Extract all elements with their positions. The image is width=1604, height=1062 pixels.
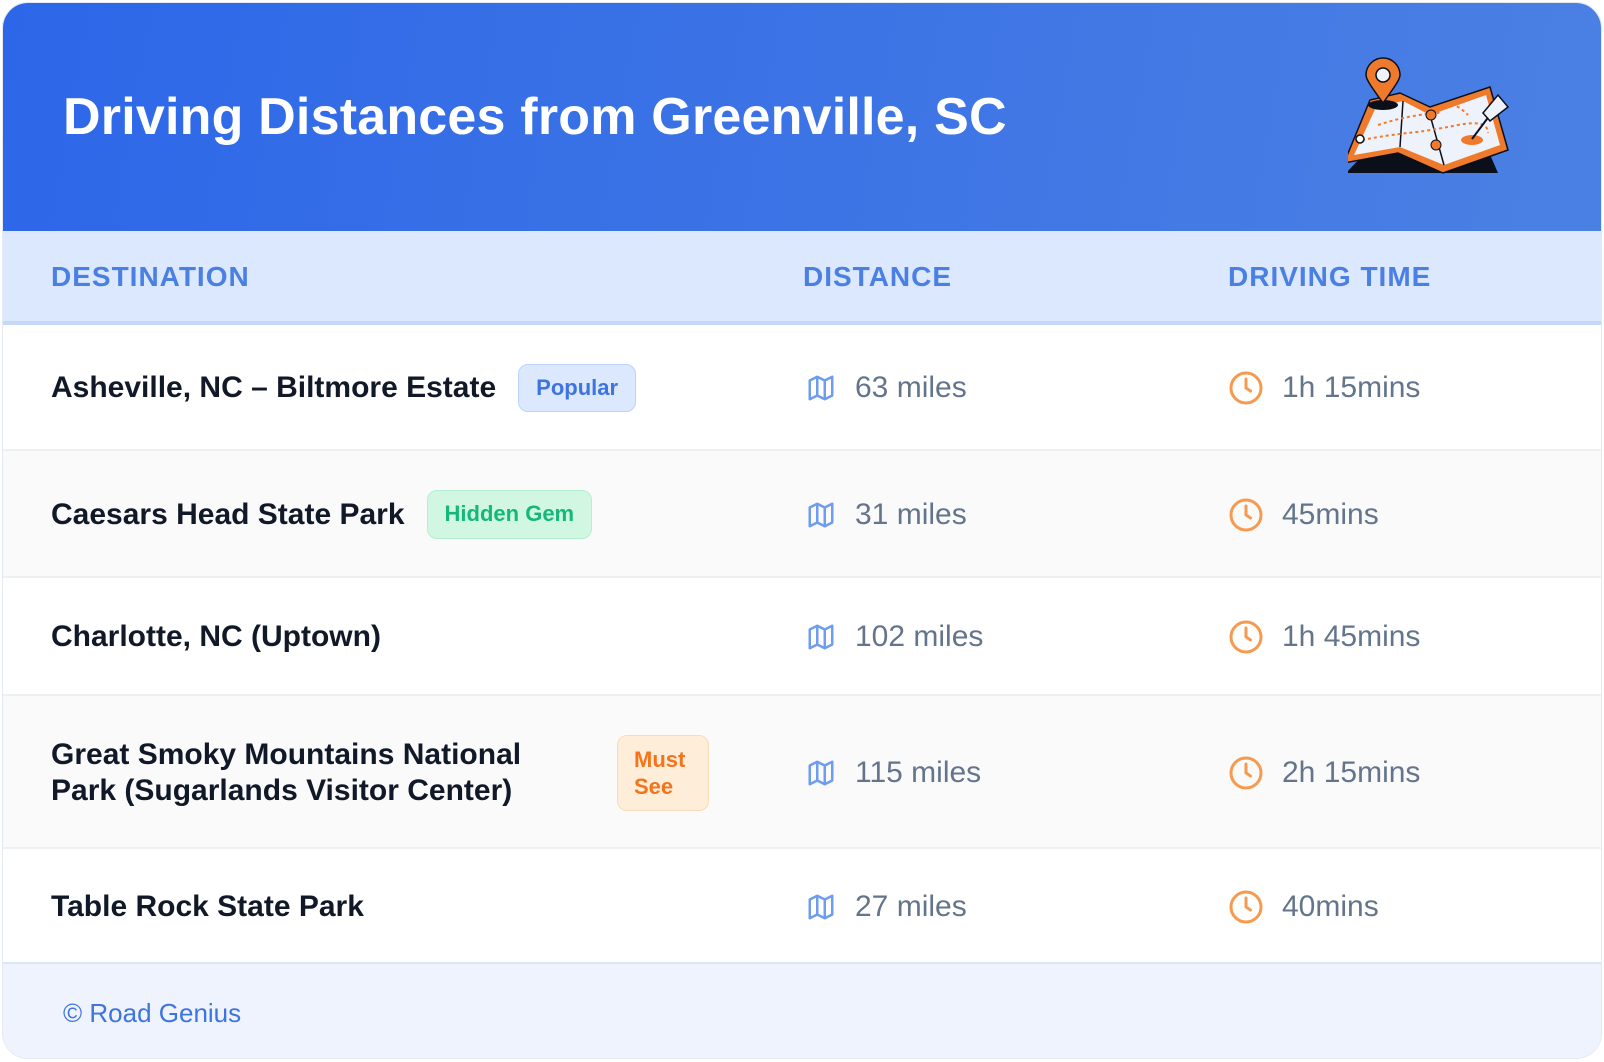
distance-cell: 27 miles: [805, 849, 967, 964]
destination-cell: Great Smoky Mountains National Park (Sug…: [51, 696, 709, 849]
table-row: Table Rock State Park 27 miles 40mins: [3, 849, 1601, 964]
map-icon: [805, 373, 855, 403]
driving-time-value: 40mins: [1282, 889, 1379, 923]
clock-icon: [1228, 755, 1282, 791]
driving-time-cell: 1h 45mins: [1228, 578, 1420, 696]
header: Driving Distances from Greenville, SC: [3, 3, 1601, 231]
driving-time-value: 1h 45mins: [1282, 620, 1421, 653]
distance-cell: 115 miles: [805, 696, 981, 849]
distance-value: 115 miles: [855, 755, 982, 789]
driving-time-cell: 40mins: [1228, 849, 1379, 964]
map-illustration-icon: [1348, 57, 1510, 174]
distance-cell: 63 miles: [805, 325, 967, 451]
footer: © Road Genius: [3, 962, 1601, 1058]
clock-icon: [1228, 619, 1282, 655]
clock-icon: [1228, 370, 1282, 406]
driving-time-cell: 45mins: [1228, 451, 1379, 578]
distance-value: 31 miles: [855, 497, 967, 531]
driving-time-value: 1h 15mins: [1282, 371, 1421, 404]
distance-value: 27 miles: [855, 889, 967, 923]
table-row: Caesars Head State Park Hidden Gem 31 mi…: [3, 451, 1601, 578]
table-header: DESTINATION DISTANCE DRIVING TIME: [3, 231, 1601, 325]
destination-cell: Charlotte, NC (Uptown): [51, 578, 381, 696]
destination-badge: Popular: [518, 363, 637, 413]
destination-name: Charlotte, NC (Uptown): [51, 620, 381, 653]
map-icon: [805, 758, 855, 788]
map-icon: [805, 500, 855, 530]
table-row: Asheville, NC – Biltmore Estate Popular …: [3, 325, 1601, 451]
column-header-driving-time: DRIVING TIME: [1228, 261, 1432, 292]
distance-cell: 102 miles: [805, 578, 983, 696]
driving-time-cell: 1h 15mins: [1228, 325, 1420, 451]
page-title: Driving Distances from Greenville, SC: [63, 88, 1007, 146]
destination-name: Great Smoky Mountains National Park (Sug…: [51, 737, 522, 807]
table-row: Great Smoky Mountains National Park (Sug…: [3, 696, 1601, 849]
destination-cell: Asheville, NC – Biltmore Estate Popular: [51, 325, 637, 451]
destination-name: Table Rock State Park: [51, 889, 364, 923]
table-row: Charlotte, NC (Uptown) 102 miles 1h 45mi…: [3, 578, 1601, 696]
destination-name: Asheville, NC – Biltmore Estate: [51, 371, 497, 404]
distance-cell: 31 miles: [805, 451, 967, 578]
table-body: Asheville, NC – Biltmore Estate Popular …: [3, 325, 1601, 964]
column-header-distance: DISTANCE: [803, 261, 953, 292]
distance-value: 102 miles: [855, 620, 984, 653]
clock-icon: [1228, 497, 1282, 533]
driving-time-cell: 2h 15mins: [1228, 696, 1420, 849]
driving-time-value: 2h 15mins: [1282, 755, 1421, 789]
credit-text: © Road Genius: [63, 998, 242, 1028]
distance-value: 63 miles: [855, 371, 967, 404]
map-icon: [805, 622, 855, 652]
destination-cell: Table Rock State Park: [51, 849, 364, 964]
column-header-destination: DESTINATION: [51, 261, 250, 292]
destination-name: Caesars Head State Park: [51, 497, 405, 531]
destination-badge: Hidden Gem: [426, 490, 593, 539]
destination-cell: Caesars Head State Park Hidden Gem: [51, 451, 593, 578]
map-icon: [805, 892, 855, 922]
driving-time-value: 45mins: [1282, 497, 1379, 531]
clock-icon: [1228, 889, 1282, 925]
destination-badge: Must See: [617, 734, 709, 811]
